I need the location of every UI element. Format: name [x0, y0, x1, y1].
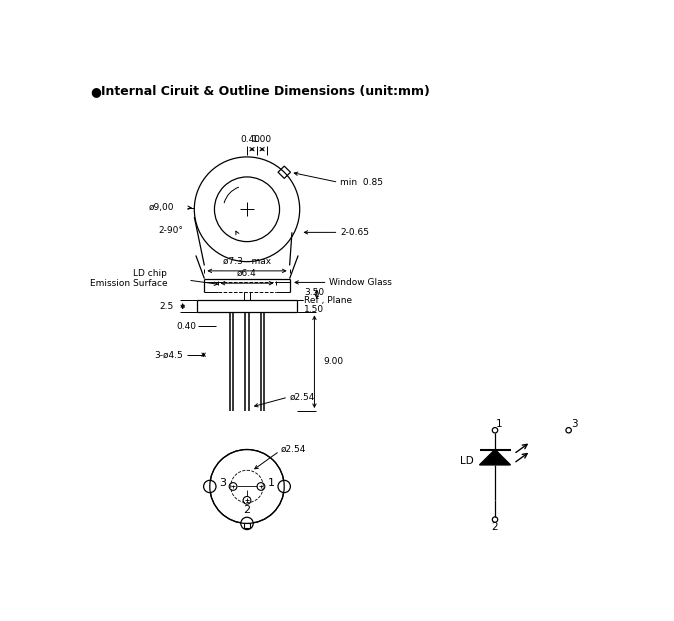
Text: Ref , Plane: Ref , Plane	[305, 296, 353, 305]
Text: 1.50: 1.50	[305, 305, 324, 314]
Text: 3: 3	[218, 478, 226, 488]
Text: min  0.85: min 0.85	[340, 178, 383, 187]
Text: ø7.3   max: ø7.3 max	[223, 256, 271, 266]
Text: 0.40: 0.40	[177, 322, 197, 331]
Text: 2-0.65: 2-0.65	[340, 228, 369, 237]
Circle shape	[278, 480, 290, 492]
Text: Internal Ciruit & Outline Dimensions (unit:mm): Internal Ciruit & Outline Dimensions (un…	[101, 85, 430, 98]
Text: 2.5: 2.5	[159, 302, 173, 310]
Text: ø2.54: ø2.54	[290, 392, 315, 402]
Text: 1: 1	[268, 478, 275, 488]
Text: 1: 1	[495, 419, 502, 429]
Circle shape	[241, 517, 253, 530]
Circle shape	[204, 480, 216, 492]
Text: 2: 2	[243, 505, 251, 515]
Text: LD chip: LD chip	[133, 270, 167, 278]
Text: Emission Surface: Emission Surface	[90, 279, 167, 289]
Text: 2-90°: 2-90°	[158, 226, 183, 235]
Bar	[243, 523, 251, 528]
Text: 3-ø4.5: 3-ø4.5	[155, 350, 183, 360]
Text: 3.50: 3.50	[305, 288, 324, 297]
Text: ø9,00: ø9,00	[149, 203, 174, 212]
Text: 1.00: 1.00	[251, 135, 272, 144]
Polygon shape	[479, 450, 510, 465]
Text: LD: LD	[460, 456, 473, 466]
Text: 0.40: 0.40	[240, 135, 260, 144]
Text: ø6.4: ø6.4	[237, 269, 257, 278]
Text: 3: 3	[572, 419, 578, 429]
Text: 9.00: 9.00	[324, 357, 344, 366]
Text: Window Glass: Window Glass	[329, 278, 392, 287]
Text: 2: 2	[492, 522, 498, 532]
Text: ●: ●	[90, 85, 101, 98]
Text: ø2.54: ø2.54	[281, 445, 307, 454]
